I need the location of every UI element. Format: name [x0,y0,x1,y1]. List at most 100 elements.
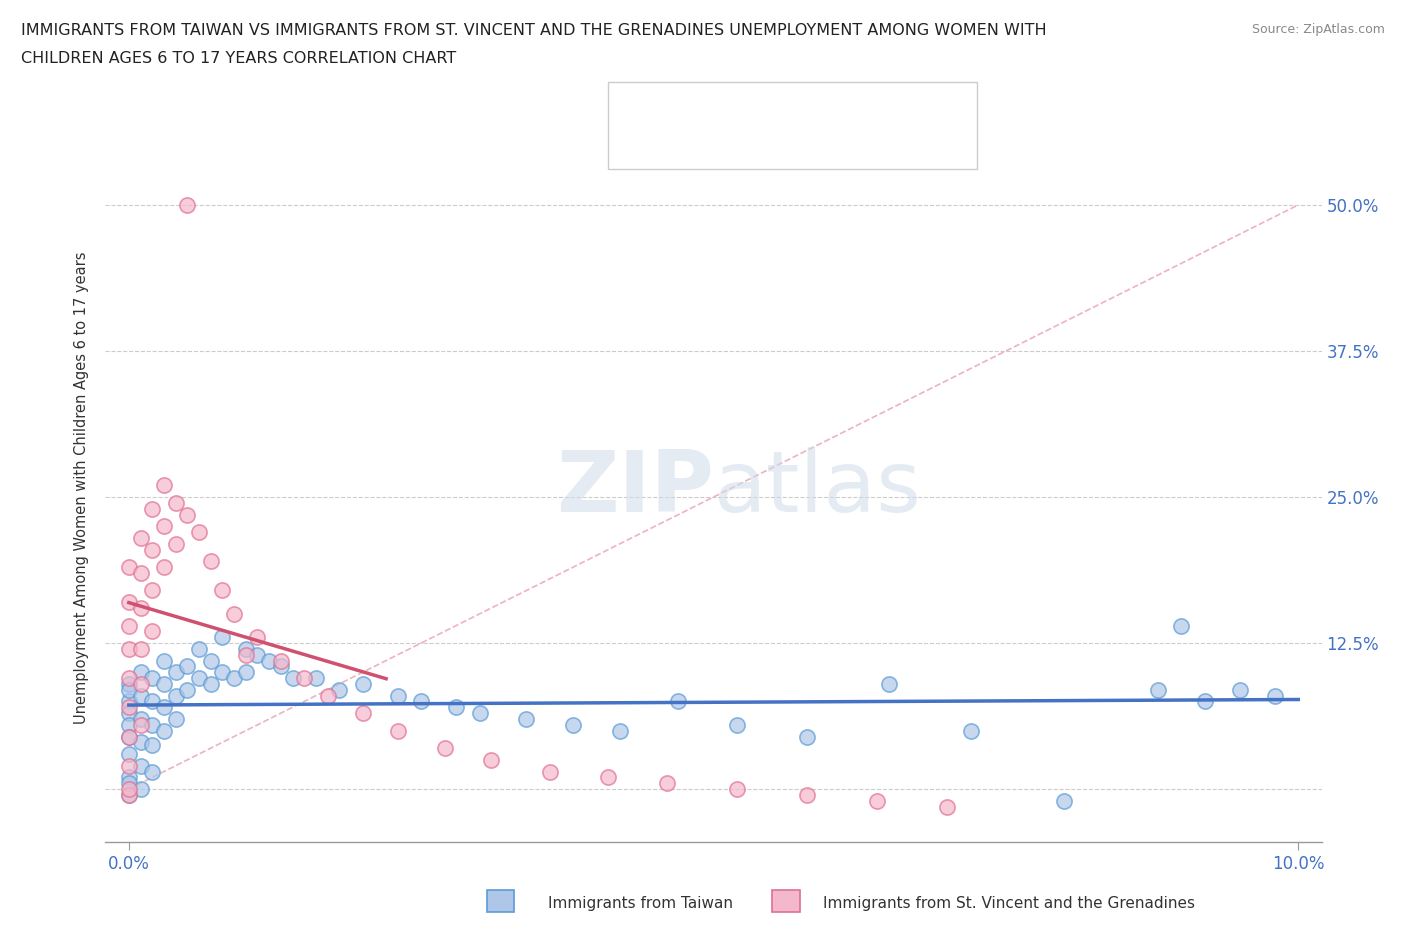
Point [257,653,280,668]
Point [281,671,304,685]
Point [118,717,141,732]
Point [141,737,163,752]
Point [211,583,233,598]
Point [141,717,163,732]
FancyBboxPatch shape [772,890,800,912]
Point [129,688,152,703]
Point [165,688,187,703]
Point [468,706,491,721]
Point [668,694,690,709]
Point [141,624,163,639]
Point [222,671,245,685]
Point [118,781,141,796]
Point [866,793,889,808]
Point [352,676,374,691]
Point [562,717,585,732]
Point [446,700,468,715]
Point [129,642,152,657]
Text: IMMIGRANTS FROM TAIWAN VS IMMIGRANTS FROM ST. VINCENT AND THE GRENADINES UNEMPLO: IMMIGRANTS FROM TAIWAN VS IMMIGRANTS FRO… [21,23,1046,38]
Point [118,758,141,773]
Point [165,496,187,511]
Point [118,694,141,709]
Point [352,706,374,721]
Point [479,752,502,767]
Point [129,781,152,796]
Text: CHILDREN AGES 6 TO 17 YEARS CORRELATION CHART: CHILDREN AGES 6 TO 17 YEARS CORRELATION … [21,51,457,66]
Point [118,770,141,785]
Point [725,717,748,732]
Point [328,683,350,698]
Point [129,711,152,726]
FancyBboxPatch shape [609,82,977,169]
Point [118,671,141,685]
FancyBboxPatch shape [486,890,515,912]
Point [246,630,269,644]
Point [129,565,152,580]
Point [222,606,245,621]
Point [129,676,152,691]
Point [118,700,141,715]
Point [1147,683,1170,698]
Point [387,724,409,738]
Point [165,711,187,726]
Point [270,653,292,668]
Point [609,724,631,738]
Point [118,776,141,790]
Point [387,688,409,703]
Point [200,653,222,668]
Point [153,676,176,691]
Point [235,665,257,680]
Point [129,735,152,750]
Text: ZIP: ZIP [555,446,713,530]
Point [165,537,187,551]
Y-axis label: Unemployment Among Women with Children Ages 6 to 17 years: Unemployment Among Women with Children A… [75,252,90,724]
Point [118,676,141,691]
Point [118,683,141,698]
Point [153,653,176,668]
Point [1264,688,1286,703]
Point [118,560,141,575]
Text: R = -0.338    N = 64: R = -0.338 N = 64 [688,95,870,113]
Point [141,501,163,516]
Point [1170,618,1192,633]
Point [211,630,233,644]
FancyBboxPatch shape [624,131,669,161]
Point [118,729,141,744]
Point [118,594,141,609]
Point [153,724,176,738]
Point [200,676,222,691]
Point [118,788,141,803]
Text: Immigrants from St. Vincent and the Grenadines: Immigrants from St. Vincent and the Gren… [823,897,1195,911]
Point [292,671,315,685]
Text: Immigrants from Taiwan: Immigrants from Taiwan [548,897,734,911]
Text: R =  0.465    N = 47: R = 0.465 N = 47 [688,137,870,155]
Point [141,671,163,685]
Point [118,642,141,657]
Text: Source: ZipAtlas.com: Source: ZipAtlas.com [1251,23,1385,36]
Point [235,647,257,662]
Point [796,729,818,744]
Point [118,706,141,721]
Point [129,717,152,732]
Point [235,642,257,657]
Point [118,618,141,633]
Point [725,781,748,796]
Point [211,665,233,680]
Point [153,519,176,534]
Point [129,665,152,680]
Point [118,747,141,762]
Point [598,770,620,785]
Point [959,724,981,738]
Point [153,560,176,575]
Point [316,688,339,703]
Point [538,764,561,779]
Point [141,583,163,598]
Point [129,758,152,773]
Point [176,683,198,698]
Point [305,671,328,685]
Point [936,799,959,814]
Point [153,478,176,493]
Point [165,665,187,680]
Point [796,788,818,803]
Text: atlas: atlas [713,446,921,530]
